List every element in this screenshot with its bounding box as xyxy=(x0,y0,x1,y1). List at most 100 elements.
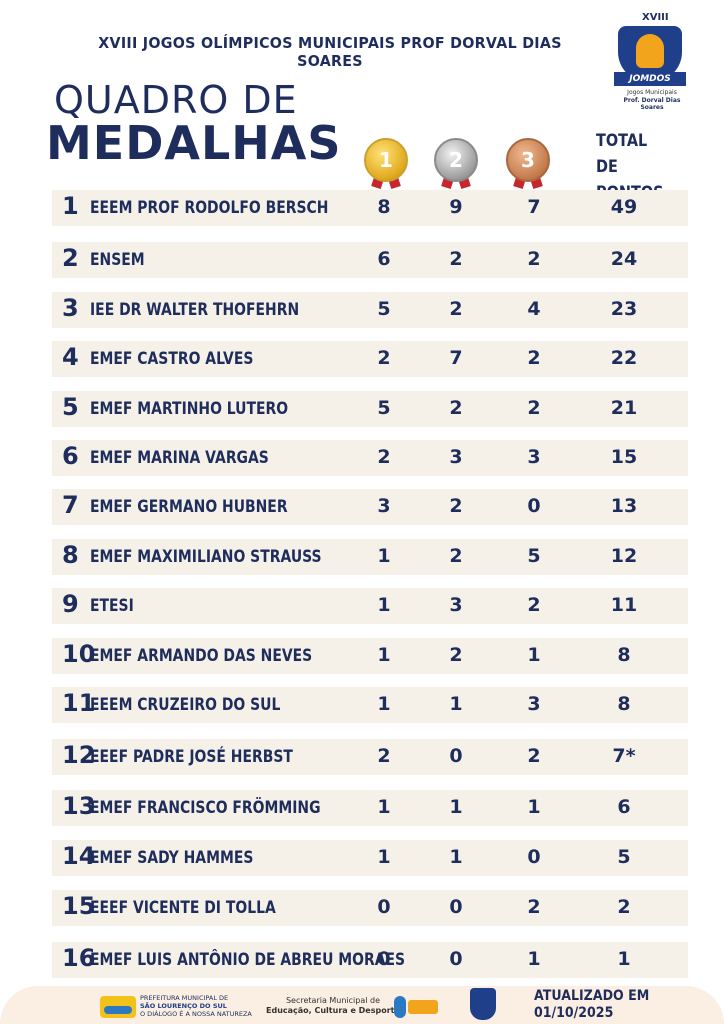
rank-number: 1 xyxy=(62,192,79,220)
school-name: EMEF LUIS ANTÔNIO DE ABREU MORAES xyxy=(90,950,406,970)
gold-count: 2 xyxy=(377,347,391,369)
total-points: 15 xyxy=(610,446,638,468)
gold-count: 2 xyxy=(377,446,391,468)
bronze-count: 5 xyxy=(527,545,541,567)
school-name: EMEF GERMANO HUBNER xyxy=(90,497,288,517)
total-points: 22 xyxy=(610,347,638,369)
secretaria-text: Secretaria Municipal de Educação, Cultur… xyxy=(266,996,400,1016)
rank-number: 3 xyxy=(62,294,79,322)
rank-number: 10 xyxy=(62,640,96,668)
updated-value: 01/10/2025 xyxy=(534,1005,614,1021)
silver-count: 2 xyxy=(449,495,463,517)
gold-count: 5 xyxy=(377,298,391,320)
total-points: 49 xyxy=(610,196,638,218)
total-points: 13 xyxy=(610,495,638,517)
table-row: 14 EMEF SADY HAMMES 1 1 0 5 xyxy=(52,840,688,876)
table-row: 5 EMEF MARTINHO LUTERO 5 2 2 21 xyxy=(52,391,688,427)
rank-number: 14 xyxy=(62,842,96,870)
school-name: EMEF SADY HAMMES xyxy=(90,848,254,868)
secretaria-line2: Educação, Cultura e Desporto xyxy=(266,1006,400,1015)
jomdos-logo: XVIII JOMDOS Jogos Municipais Prof. Dorv… xyxy=(612,12,692,111)
silver-count: 9 xyxy=(449,196,463,218)
gold-count: 1 xyxy=(377,796,391,818)
gold-medal-number: 1 xyxy=(364,138,408,182)
table-row: 3 IEE DR WALTER THOFEHRN 5 2 4 23 xyxy=(52,292,688,328)
table-row: 11 EEEM CRUZEIRO DO SUL 1 1 3 8 xyxy=(52,687,688,723)
gold-count: 5 xyxy=(377,397,391,419)
rank-number: 11 xyxy=(62,689,96,717)
bronze-count: 2 xyxy=(527,397,541,419)
silver-count: 2 xyxy=(449,298,463,320)
gold-count: 2 xyxy=(377,745,391,767)
bronze-count: 2 xyxy=(527,745,541,767)
bronze-count: 3 xyxy=(527,446,541,468)
prefeitura-logo-icon xyxy=(100,996,136,1018)
school-name: EMEF ARMANDO DAS NEVES xyxy=(90,646,313,666)
gold-count: 1 xyxy=(377,594,391,616)
school-name: EMEF MAXIMILIANO STRAUSS xyxy=(90,547,322,567)
bronze-count: 1 xyxy=(527,948,541,970)
bronze-count: 0 xyxy=(527,846,541,868)
bronze-count: 1 xyxy=(527,644,541,666)
rank-number: 7 xyxy=(62,491,79,519)
total-points: 8 xyxy=(617,644,631,666)
school-name: EMEF FRANCISCO FRÖMMING xyxy=(90,798,321,818)
rank-number: 6 xyxy=(62,442,79,470)
total-header-line1: TOTAL DE xyxy=(596,131,648,177)
page-title-line2: MEDALHAS xyxy=(46,116,342,170)
silver-count: 0 xyxy=(449,745,463,767)
header-title: XVIII JOGOS OLÍMPICOS MUNICIPAIS PROF DO… xyxy=(98,34,562,70)
bronze-count: 4 xyxy=(527,298,541,320)
logo-subtitle-name: Prof. Dorval Dias Soares xyxy=(623,97,681,111)
silver-count: 0 xyxy=(449,896,463,918)
school-name: ENSEM xyxy=(90,250,145,270)
jomdos-mini-logo-icon xyxy=(470,988,496,1020)
bronze-count: 2 xyxy=(527,248,541,270)
gold-count: 0 xyxy=(377,948,391,970)
rank-number: 9 xyxy=(62,590,79,618)
silver-count: 0 xyxy=(449,948,463,970)
rank-number: 8 xyxy=(62,541,79,569)
gold-count: 1 xyxy=(377,644,391,666)
table-row: 16 EMEF LUIS ANTÔNIO DE ABREU MORAES 0 0 1 1 xyxy=(52,942,688,978)
silver-count: 2 xyxy=(449,248,463,270)
prefeitura-line3: O DIÁLOGO É A NOSSA NATUREZA xyxy=(140,1010,252,1018)
table-row: 9 ETESI 1 3 2 11 xyxy=(52,588,688,624)
total-points: 12 xyxy=(610,545,638,567)
gold-count: 1 xyxy=(377,846,391,868)
prefeitura-text: PREFEITURA MUNICIPAL DE SÃO LOURENÇO DO … xyxy=(140,994,252,1018)
prefeitura-line2: SÃO LOURENÇO DO SUL xyxy=(140,1002,227,1010)
bronze-count: 2 xyxy=(527,347,541,369)
gold-count: 1 xyxy=(377,693,391,715)
gold-count: 8 xyxy=(377,196,391,218)
bronze-count: 3 xyxy=(527,693,541,715)
athlete-icon xyxy=(636,34,664,68)
total-points: 1 xyxy=(617,948,631,970)
gold-medal-icon: 1 xyxy=(362,136,410,190)
table-row: 4 EMEF CASTRO ALVES 2 7 2 22 xyxy=(52,341,688,377)
silver-medal-icon: 2 xyxy=(432,136,480,190)
total-points: 8 xyxy=(617,693,631,715)
silver-count: 2 xyxy=(449,644,463,666)
table-row: 7 EMEF GERMANO HUBNER 3 2 0 13 xyxy=(52,489,688,525)
silver-count: 1 xyxy=(449,846,463,868)
updated-label: ATUALIZADO EM xyxy=(534,988,650,1004)
silver-count: 3 xyxy=(449,446,463,468)
table-row: 1 EEEM PROF RODOLFO BERSCH 8 9 7 49 xyxy=(52,190,688,226)
silver-count: 1 xyxy=(449,693,463,715)
bronze-medal-icon: 3 xyxy=(504,136,552,190)
rank-number: 15 xyxy=(62,892,96,920)
total-points: 24 xyxy=(610,248,638,270)
desporto-logo-icon xyxy=(390,994,440,1020)
total-points: 21 xyxy=(610,397,638,419)
bronze-count: 0 xyxy=(527,495,541,517)
silver-count: 7 xyxy=(449,347,463,369)
rank-number: 5 xyxy=(62,393,79,421)
rank-number: 16 xyxy=(62,944,96,972)
silver-count: 2 xyxy=(449,545,463,567)
school-name: IEE DR WALTER THOFEHRN xyxy=(90,300,300,320)
secretaria-line1: Secretaria Municipal de xyxy=(285,996,381,1005)
school-name: EMEF CASTRO ALVES xyxy=(90,349,254,369)
silver-count: 1 xyxy=(449,796,463,818)
table-row: 10 EMEF ARMANDO DAS NEVES 1 2 1 8 xyxy=(52,638,688,674)
